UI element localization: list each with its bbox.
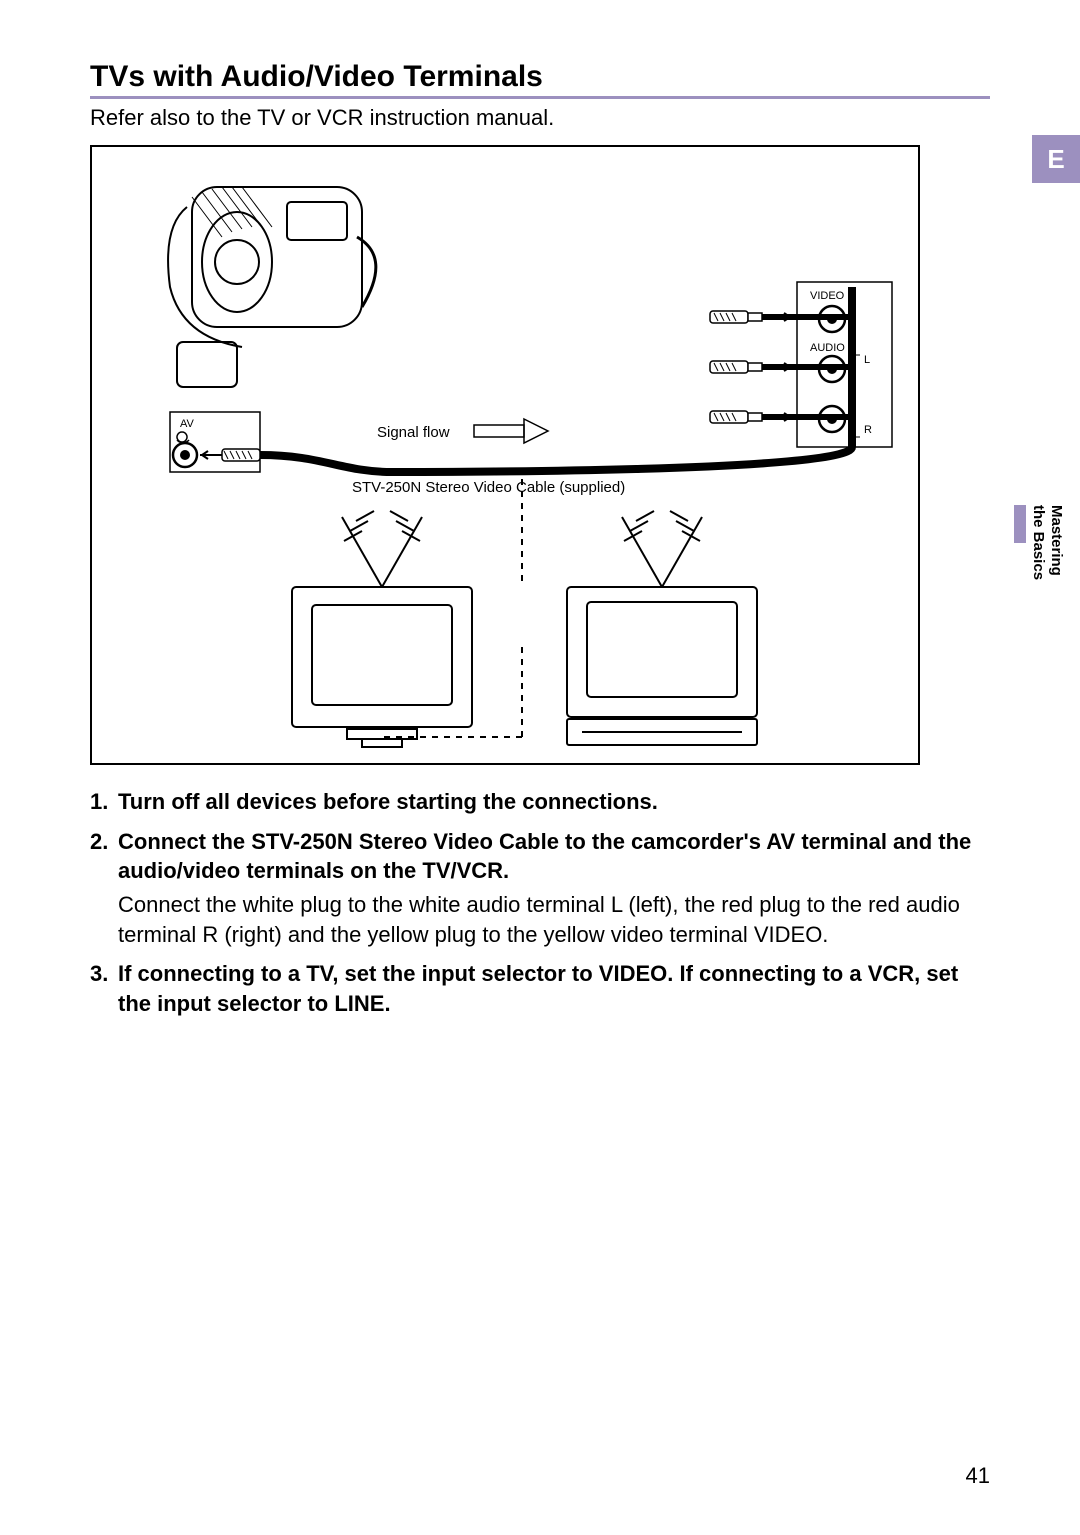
cable-label: STV-250N Stereo Video Cable (supplied) [352, 479, 625, 496]
step-2: Connect the STV-250N Stereo Video Cable … [90, 827, 990, 950]
signal-flow-indicator: Signal flow [377, 419, 548, 443]
language-tab: E [1032, 135, 1080, 183]
tv-icon [292, 511, 472, 747]
step-head: Connect the STV-250N Stereo Video Cable … [118, 829, 971, 884]
side-section-line2: the Basics [1030, 505, 1047, 580]
page-number: 41 [966, 1463, 990, 1489]
av-label: AV [180, 418, 195, 430]
video-label: VIDEO [810, 290, 845, 302]
side-section-bar [1014, 505, 1026, 543]
signal-flow-label: Signal flow [377, 424, 450, 441]
step-1: Turn off all devices before starting the… [90, 787, 990, 817]
section-title: TVs with Audio/Video Terminals [90, 60, 990, 99]
r-label: R [864, 424, 872, 436]
step-head: Turn off all devices before starting the… [118, 789, 658, 814]
camcorder-icon [168, 187, 376, 387]
step-body: Connect the white plug to the white audi… [118, 890, 990, 949]
diagram-svg: AV [92, 147, 922, 767]
side-section-label: Mastering the Basics [1029, 505, 1065, 580]
audio-label: AUDIO [810, 342, 845, 354]
subtitle: Refer also to the TV or VCR instruction … [90, 105, 990, 131]
av-jack-box: AV [170, 412, 260, 472]
l-label: L [864, 354, 870, 366]
instruction-steps: Turn off all devices before starting the… [90, 787, 990, 1019]
side-section-line1: Mastering [1048, 505, 1065, 576]
step-head: If connecting to a TV, set the input sel… [118, 961, 958, 1016]
connection-diagram: AV [90, 145, 920, 765]
step-3: If connecting to a TV, set the input sel… [90, 959, 990, 1018]
av-cable [200, 287, 852, 472]
manual-page: TVs with Audio/Video Terminals Refer als… [0, 0, 1080, 1535]
vcr-icon [567, 511, 757, 745]
